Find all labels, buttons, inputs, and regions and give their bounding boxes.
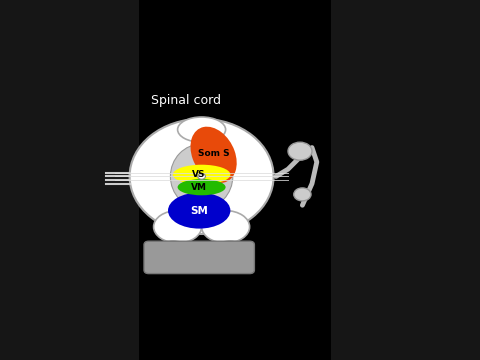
Ellipse shape: [178, 117, 226, 142]
FancyBboxPatch shape: [331, 0, 480, 360]
Circle shape: [294, 188, 311, 201]
Ellipse shape: [170, 144, 233, 209]
Text: VM: VM: [191, 183, 207, 192]
Ellipse shape: [151, 241, 194, 263]
Ellipse shape: [178, 179, 226, 195]
Text: Spinal cord: Spinal cord: [151, 94, 221, 107]
Ellipse shape: [209, 241, 252, 263]
Circle shape: [198, 174, 205, 179]
Text: SM: SM: [190, 206, 208, 216]
FancyBboxPatch shape: [0, 0, 139, 360]
Ellipse shape: [191, 127, 237, 183]
Circle shape: [288, 142, 312, 160]
Text: Som S: Som S: [198, 149, 229, 158]
FancyBboxPatch shape: [144, 241, 254, 274]
Text: VS: VS: [192, 170, 206, 179]
Ellipse shape: [130, 119, 274, 234]
Ellipse shape: [168, 193, 230, 229]
Ellipse shape: [154, 211, 202, 243]
Ellipse shape: [202, 211, 250, 243]
Ellipse shape: [173, 165, 230, 185]
